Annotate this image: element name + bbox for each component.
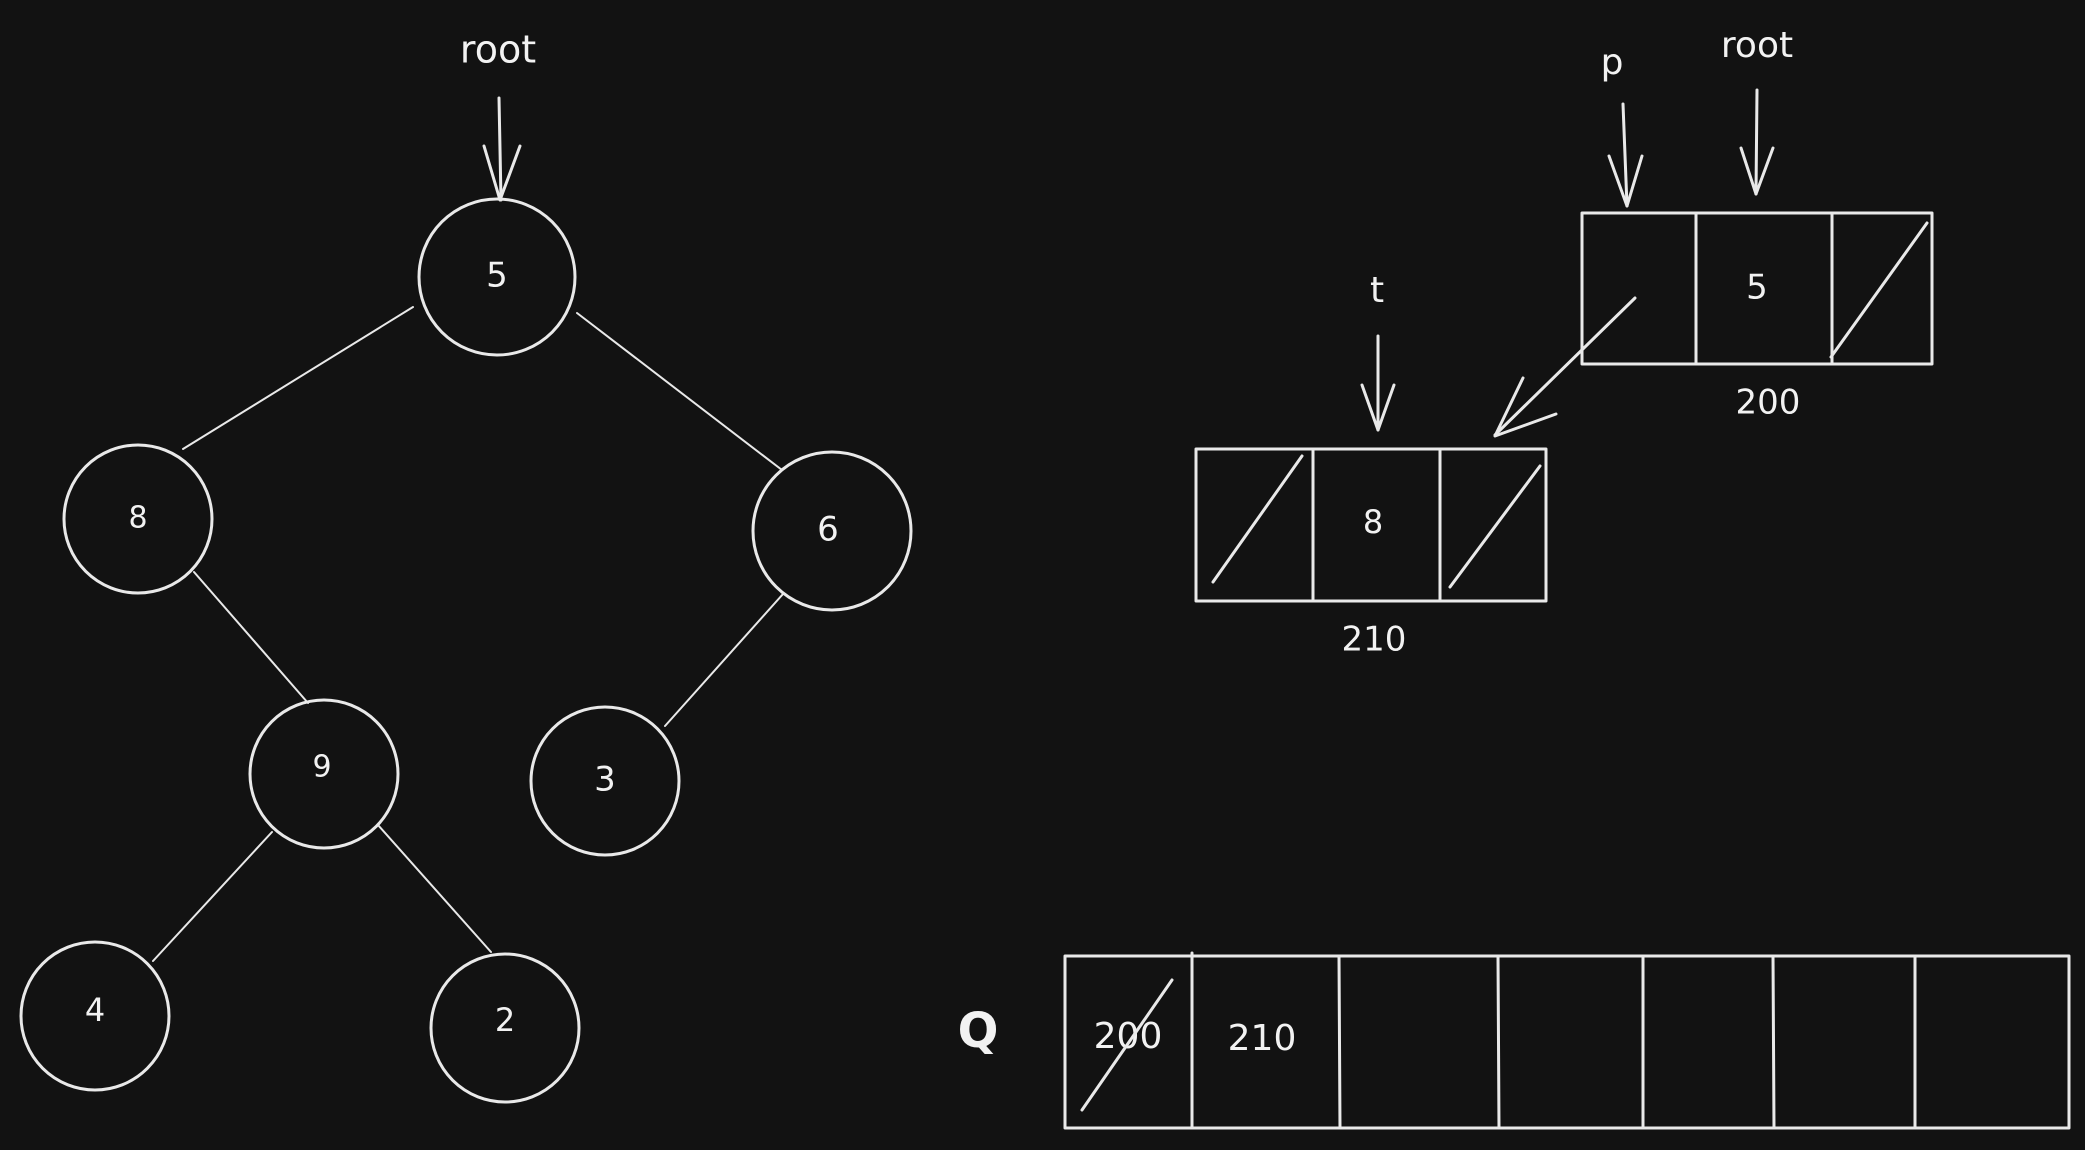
- tree-edge-8-9: [193, 571, 309, 704]
- tree-node-label: 4: [85, 991, 105, 1029]
- node-b-address: 210: [1342, 620, 1407, 660]
- linked-node-a: p root 5 200: [1580, 25, 1934, 423]
- queue-label: Q: [958, 1003, 999, 1059]
- tree-node-9: 9: [248, 698, 400, 850]
- queue-cell-value: 210: [1228, 1018, 1297, 1059]
- tree-node-label: 8: [128, 501, 147, 536]
- tree-edge-5-8: [182, 306, 414, 450]
- tree-node-5: 5: [417, 197, 577, 357]
- node-b-left-null-slash: [1211, 454, 1304, 584]
- tree-edge-6-3: [664, 593, 784, 727]
- pointer-label-root: root: [1721, 25, 1793, 66]
- node-a-box: [1580, 211, 1934, 366]
- node-a-value: 5: [1746, 268, 1768, 308]
- tree-root-pointer-label: root: [460, 28, 536, 72]
- node-b-box: [1194, 447, 1548, 603]
- tree-node-label: 3: [594, 760, 616, 800]
- queue-cell-value: 200: [1094, 1016, 1163, 1057]
- tree-node-6: 6: [751, 450, 913, 612]
- tree-node-3: 3: [529, 705, 681, 857]
- queue-cell-1: 210: [1228, 1018, 1297, 1059]
- node-b-right-null-slash: [1448, 464, 1542, 589]
- link-arrow-a-to-b: [1493, 296, 1637, 438]
- node-b-value: 8: [1363, 503, 1383, 541]
- queue-cell-strikeout: [1080, 978, 1174, 1112]
- linked-node-b: t 8 210: [1194, 270, 1548, 660]
- pointer-arrow-p: [1607, 102, 1644, 208]
- pointer-label-t: t: [1370, 270, 1384, 311]
- queue-box: [1063, 954, 2071, 1130]
- queue-cell-0: 200: [1080, 978, 1174, 1112]
- node-a-null-slash: [1829, 221, 1929, 359]
- node-a-address: 200: [1736, 383, 1801, 423]
- tree-node-label: 6: [817, 510, 839, 550]
- tree-node-8: 8: [62, 443, 214, 595]
- tree-node-label: 9: [312, 750, 331, 785]
- pointer-arrow-root: [1739, 88, 1775, 196]
- tree-node-4: 4: [19, 940, 171, 1092]
- tree-node-label: 2: [495, 1001, 515, 1039]
- binary-tree: root 5 8 6 9 3: [19, 28, 913, 1104]
- queue: Q 200 210: [958, 951, 2071, 1130]
- tree-edge-9-4: [152, 831, 273, 962]
- pointer-arrow-t: [1360, 334, 1396, 432]
- tree-root-pointer-arrow: [482, 96, 522, 202]
- tree-node-label: 5: [486, 256, 508, 296]
- tree-edge-5-6: [576, 312, 783, 471]
- pointer-label-p: p: [1601, 42, 1624, 83]
- tree-edge-9-2: [377, 824, 492, 953]
- tree-node-2: 2: [429, 952, 581, 1104]
